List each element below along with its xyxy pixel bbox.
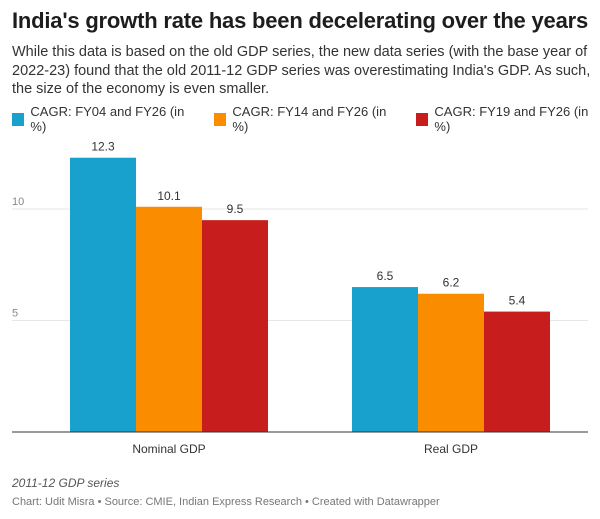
legend-item-fy04: CAGR: FY04 and FY26 (in %): [12, 104, 196, 134]
legend-swatch-fy19: [416, 112, 429, 126]
bar-nominal-gdp-series-1: [136, 206, 202, 432]
legend-label-fy14: CAGR: FY14 and FY26 (in %): [232, 104, 387, 134]
chart-title: India's growth rate has been deceleratin…: [12, 8, 589, 33]
y-tick-label-5: 5: [12, 308, 18, 320]
bar-real-gdp-series-1: [418, 293, 484, 432]
bar-real-gdp-series-0: [352, 287, 418, 432]
legend-swatch-fy14: [214, 112, 227, 126]
data-label-real-gdp-series-0: 6.5: [377, 269, 394, 283]
legend: CAGR: FY04 and FY26 (in %) CAGR: FY14 an…: [12, 104, 600, 134]
legend-swatch-fy04: [12, 112, 25, 126]
data-label-nominal-gdp-series-2: 9.5: [227, 202, 244, 216]
legend-label-fy04: CAGR: FY04 and FY26 (in %): [30, 104, 185, 134]
chart-subtitle: While this data is based on the old GDP …: [12, 44, 591, 97]
bar-nominal-gdp-series-0: [70, 157, 136, 432]
bar-nominal-gdp-series-2: [202, 220, 268, 432]
chart-notes: 2011-12 GDP series: [12, 476, 120, 490]
data-label-real-gdp-series-1: 6.2: [443, 276, 460, 290]
data-label-real-gdp-series-2: 5.4: [509, 294, 526, 308]
bar-real-gdp-series-2: [484, 311, 550, 432]
data-label-nominal-gdp-series-0: 12.3: [91, 140, 115, 154]
x-tick-label-1: Real GDP: [424, 442, 478, 456]
y-tick-label-10: 10: [12, 196, 24, 208]
legend-item-fy14: CAGR: FY14 and FY26 (in %): [214, 104, 398, 134]
legend-item-fy19: CAGR: FY19 and FY26 (in %): [416, 104, 600, 134]
legend-label-fy19: CAGR: FY19 and FY26 (in %): [434, 104, 589, 134]
chart-footer: Chart: Udit Misra • Source: CMIE, Indian…: [12, 496, 440, 508]
x-tick-label-0: Nominal GDP: [132, 442, 205, 456]
data-label-nominal-gdp-series-1: 10.1: [157, 189, 181, 203]
